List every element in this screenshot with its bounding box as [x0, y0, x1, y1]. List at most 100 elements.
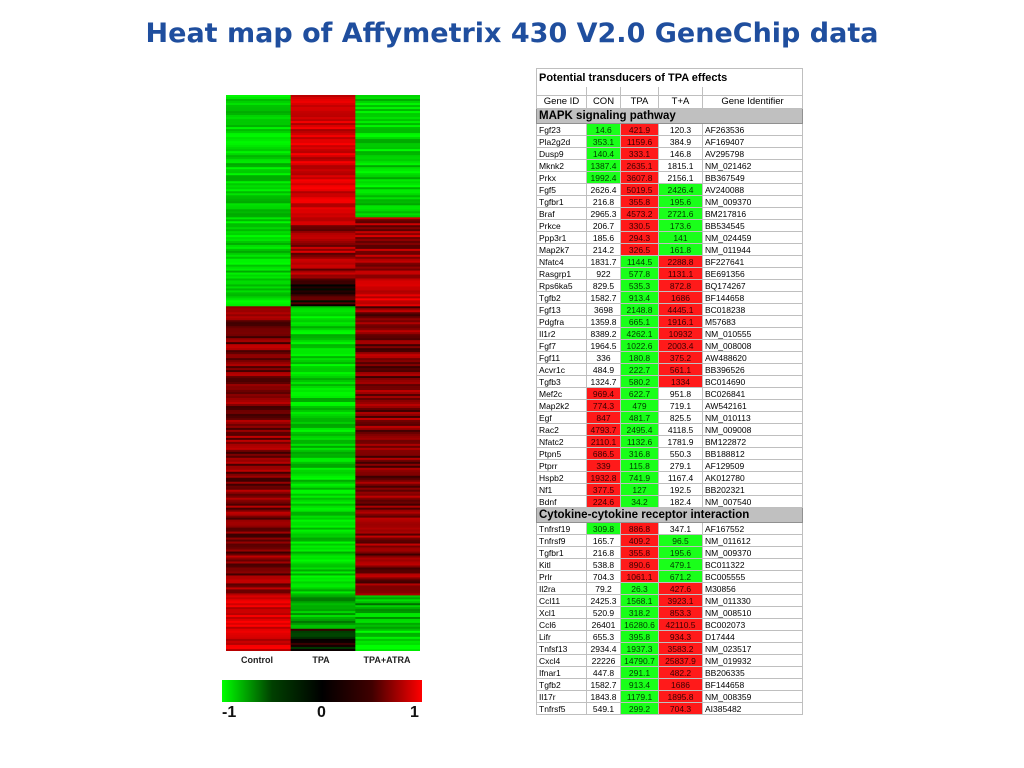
heatmap-cell [226, 370, 292, 373]
heatmap-cell [290, 423, 356, 427]
heatmap-cell [290, 340, 356, 343]
heatmap-cell [290, 599, 356, 602]
heatmap-cell [226, 587, 292, 590]
heatmap-cell [226, 137, 292, 140]
heatmap-cell [355, 616, 420, 620]
cell-gene-identifier: NM_024459 [701, 231, 804, 244]
cell-ta: 375.2 [658, 351, 703, 364]
heatmap-cell [290, 533, 356, 536]
heatmap-cell [355, 105, 420, 108]
heatmap-cell [355, 111, 420, 114]
heatmap-cell [290, 95, 356, 98]
heatmap-cell [226, 113, 292, 116]
heatmap-cell [290, 453, 356, 457]
cell-gene-id: Xcl1 [536, 606, 587, 619]
cell-gene-id: Kitl [536, 558, 587, 571]
heatmap-cell [355, 177, 420, 180]
heatmap-cell [226, 535, 292, 538]
heatmap-cell [226, 601, 292, 604]
heatmap-cell [355, 607, 420, 610]
heatmap-cell [226, 207, 292, 210]
heatmap-cell [226, 630, 292, 634]
heatmap-cell [226, 199, 292, 202]
heatmap-cell [355, 613, 420, 616]
heatmap-cell [290, 254, 356, 258]
heatmap-cell [290, 646, 356, 650]
heatmap-cell [290, 129, 356, 132]
heatmap-cell [290, 211, 356, 214]
heatmap-cell [355, 187, 420, 190]
heatmap-cell [290, 370, 356, 373]
heatmap-cell [290, 491, 356, 495]
heatmap-cell [290, 585, 356, 588]
heatmap-cell [226, 409, 292, 413]
heatmap-cell [226, 403, 292, 407]
cell-gene-id: Il2ra [536, 582, 587, 595]
heatmap-cell [355, 121, 420, 124]
heatmap-cell [290, 529, 356, 532]
cell-gene-identifier: NM_009370 [701, 546, 804, 559]
cell-ta: 2156.1 [658, 171, 703, 184]
cell-con: 1324.7 [586, 375, 621, 388]
cell-gene-id: Hspb2 [536, 471, 587, 484]
cell-con: 922 [586, 267, 621, 280]
heatmap-cell [355, 286, 420, 289]
heatmap-cell [355, 563, 420, 566]
heatmap-cell [226, 107, 292, 110]
cell-gene-id: Pdgfra [536, 315, 587, 328]
heatmap-cell [226, 429, 292, 433]
heatmap-cell [355, 376, 420, 379]
heatmap-cell [226, 338, 292, 341]
heatmap-cell [355, 517, 420, 521]
heatmap-cell [226, 561, 292, 564]
heatmap-cell [226, 272, 292, 275]
heatmap-cell [355, 290, 420, 293]
cell-con: 3698 [586, 303, 621, 316]
heatmap-cell [355, 354, 420, 357]
heatmap-cell [226, 181, 292, 184]
heatmap-cell [355, 101, 420, 104]
cell-tpa: 3607.8 [620, 171, 659, 184]
cell-con: 79.2 [586, 582, 621, 595]
section-title: Cytokine-cytokine receptor interaction [535, 507, 804, 523]
heatmap-cell [290, 286, 356, 289]
heatmap-cell [226, 185, 292, 188]
heatmap-cell [290, 591, 356, 594]
heatmap-cell [290, 193, 356, 196]
cell-ta: 195.6 [658, 546, 703, 559]
heatmap-cell [226, 431, 292, 435]
cell-tpa: 127 [620, 483, 659, 496]
cell-gene-identifier: BB202321 [701, 483, 804, 496]
heatmap-cell [355, 322, 420, 325]
heatmap-cell [290, 437, 356, 441]
cell-ta: 2426.4 [658, 183, 703, 196]
cell-gene-id: Rasgrp1 [536, 267, 587, 280]
table-row: Fgf11 336 180.8 375.2 AW488620 [536, 351, 804, 364]
heatmap-cell [290, 159, 356, 162]
heatmap-cell [355, 642, 420, 646]
heatmap-cell [355, 328, 420, 331]
heatmap-cell [226, 611, 292, 614]
heatmap-cell [226, 308, 292, 311]
cell-tpa: 1061.1 [620, 570, 659, 583]
table-row: Fgf23 14.6 421.9 120.3 AF263536 [536, 123, 804, 136]
heatmap-cell [355, 628, 420, 632]
heatmap-cell [355, 475, 420, 479]
cell-tpa: 2635.1 [620, 159, 659, 172]
heatmap-cell [290, 521, 356, 525]
heatmap-cell [226, 575, 292, 578]
heatmap-cell [355, 127, 420, 130]
heatmap-cell [290, 256, 356, 260]
heatmap-cell [290, 209, 356, 212]
heatmap-cell [226, 211, 292, 214]
table-row: Rasgrp1 922 577.8 1131.1 BE691356 [536, 267, 804, 280]
cell-gene-id: Rac2 [536, 423, 587, 436]
cell-ta: 1686 [658, 678, 703, 691]
cell-con: 704.3 [586, 570, 621, 583]
heatmap-cell [355, 326, 420, 329]
cell-con: 2965.3 [586, 207, 621, 220]
heatmap-cell [226, 332, 292, 335]
heatmap-cell [355, 342, 420, 345]
cell-gene-identifier: AF169407 [701, 135, 804, 148]
heatmap-cell [226, 569, 292, 572]
